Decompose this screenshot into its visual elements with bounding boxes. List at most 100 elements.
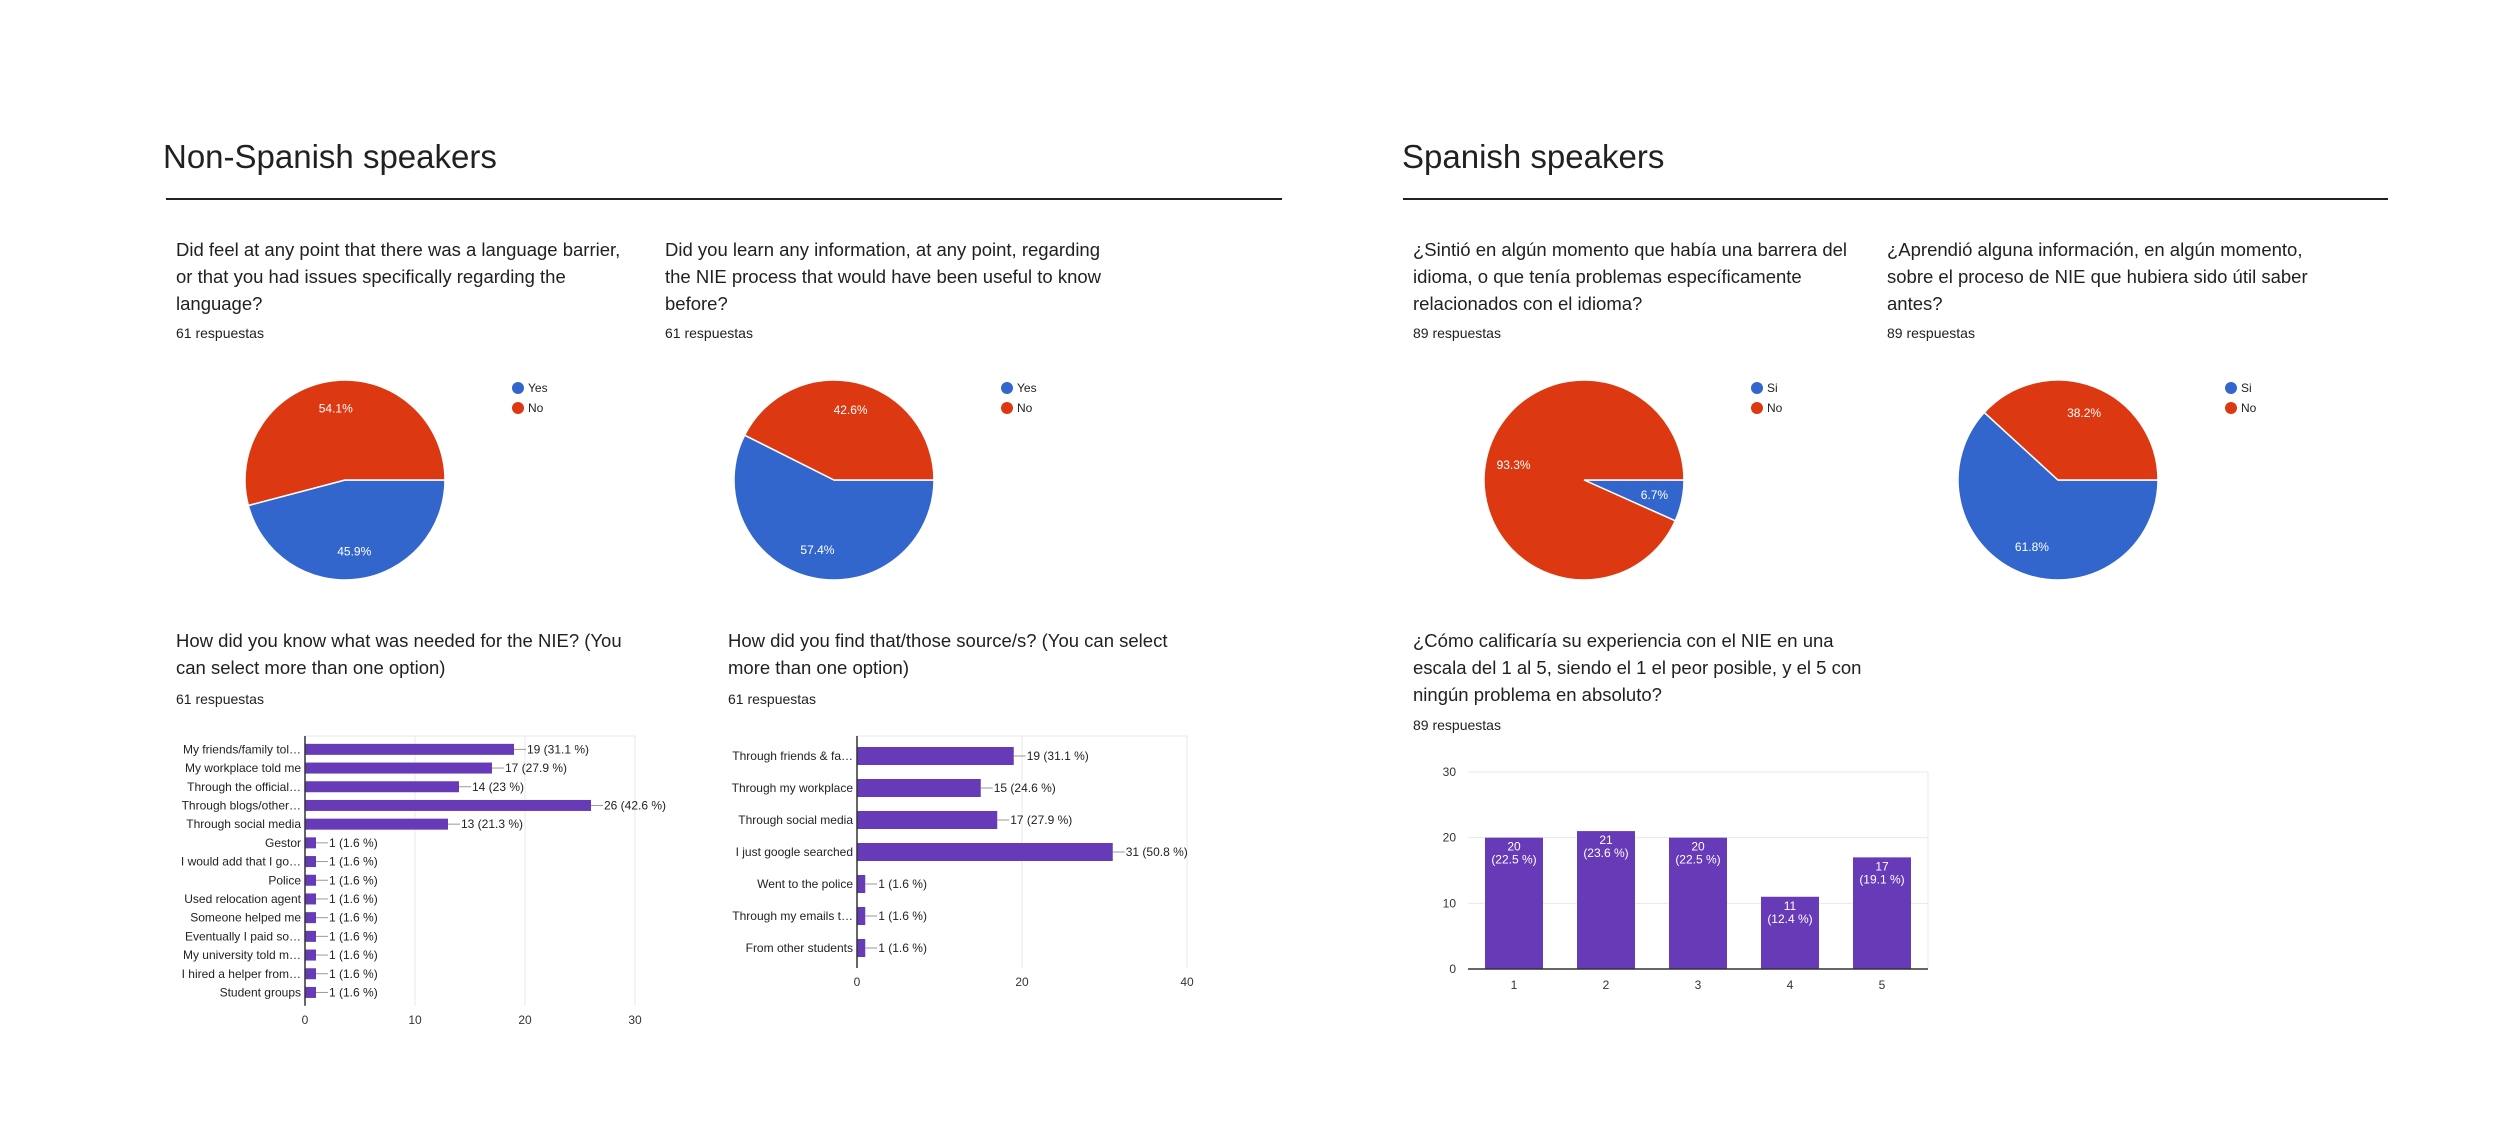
pie-slice-si	[1957, 411, 2159, 581]
response-count-q4: 61 respuestas	[728, 691, 816, 707]
bar-chart-q3: 0 10 20 30 My friends/family tol… 19 (31.1 %)…	[181, 735, 666, 1027]
data-label: 14 (23 %)	[472, 780, 524, 794]
data-label: 1 (1.6 %)	[878, 877, 927, 891]
legend-marker	[2225, 382, 2237, 394]
data-label: 31 (50.8 %)	[1126, 845, 1188, 859]
pie-slice-label: 93.3%	[1497, 458, 1531, 472]
bar	[305, 762, 492, 774]
bar	[857, 875, 866, 893]
data-label: 1 (1.6 %)	[329, 855, 378, 869]
pie-slice-no	[1983, 379, 2159, 481]
data-label: 17 (27.9 %)	[505, 761, 567, 775]
data-label: 1 (1.6 %)	[329, 892, 378, 906]
x-tick-label: 20	[1015, 975, 1029, 989]
category-label: Through social media	[738, 813, 853, 827]
pie-chart-q1: 45.9% 54.1% Yes No	[244, 379, 548, 581]
pie-slice-yes	[733, 434, 935, 581]
legend-marker	[1751, 382, 1763, 394]
bar	[305, 949, 316, 961]
category-label: Through my workplace	[732, 781, 854, 795]
x-tick-label: 0	[854, 975, 861, 989]
category-label: My friends/family tol…	[183, 742, 301, 756]
bar	[305, 818, 448, 830]
bar	[857, 779, 981, 797]
pie-slice-no	[1483, 379, 1685, 581]
data-label: (22.5 %)	[1675, 853, 1720, 867]
legend-label: No	[2241, 401, 2257, 415]
question-q4: How did you find that/those source/s? (Y…	[728, 630, 1168, 678]
category-label: Someone helped me	[190, 911, 301, 925]
bar	[305, 874, 316, 886]
category-label: Used relocation agent	[184, 892, 301, 906]
data-label: (19.1 %)	[1859, 872, 1904, 886]
data-label: 17	[1875, 859, 1889, 873]
data-label: 26 (42.6 %)	[604, 798, 666, 812]
response-count-q2: 61 respuestas	[665, 325, 753, 341]
data-label: 19 (31.1 %)	[1027, 749, 1089, 763]
question-q5: ¿Sintió en algún momento que había una b…	[1413, 239, 1848, 314]
category-label: Police	[268, 873, 301, 887]
bar	[1485, 837, 1543, 969]
y-tick-label: 10	[1443, 896, 1457, 910]
data-label: 20	[1691, 840, 1705, 854]
bar	[305, 743, 514, 755]
bar	[1669, 837, 1727, 969]
bar	[305, 968, 316, 980]
pie-chart-q6: 61.8% 38.2% Si No	[1957, 379, 2257, 581]
y-tick-label: 0	[1449, 962, 1456, 976]
question-q3: How did you know what was needed for the…	[176, 630, 622, 678]
category-label: I would add that I go…	[181, 855, 301, 869]
data-label: 11	[1784, 899, 1797, 913]
x-tick-label: 4	[1787, 978, 1794, 992]
legend-marker	[1001, 382, 1013, 394]
category-label: I hired a helper from…	[182, 967, 301, 981]
legend-label: Si	[2241, 381, 2252, 395]
bar	[305, 986, 316, 998]
bar	[305, 837, 316, 849]
question-q6: ¿Aprendió alguna información, en algún m…	[1887, 239, 2308, 314]
data-label: (23.6 %)	[1583, 846, 1628, 860]
category-label: Through the official…	[187, 780, 301, 794]
data-label: 1 (1.6 %)	[329, 967, 378, 981]
question-q7: ¿Cómo calificaría su experiencia con el …	[1413, 630, 1862, 705]
bar-chart-q4: 0 20 40 Through friends & fa… 19 (31.1 %) Thr…	[732, 735, 1194, 989]
category-label: Student groups	[220, 985, 301, 999]
data-label: 20	[1507, 840, 1521, 854]
y-tick-label: 30	[1443, 765, 1457, 779]
x-tick-label: 10	[408, 1013, 422, 1027]
data-label: 1 (1.6 %)	[329, 873, 378, 887]
legend-label: Yes	[528, 381, 548, 395]
legend-marker	[2225, 402, 2237, 414]
category-label: Eventually I paid so…	[185, 929, 301, 943]
data-label: 17 (27.9 %)	[1010, 813, 1072, 827]
data-label: 15 (24.6 %)	[994, 781, 1056, 795]
pie-slice-label: 38.2%	[2067, 406, 2101, 420]
section-divider-left	[166, 198, 1282, 200]
response-count-q3: 61 respuestas	[176, 691, 264, 707]
x-tick-label: 2	[1603, 978, 1610, 992]
legend-label: No	[1017, 401, 1033, 415]
x-tick-label: 30	[628, 1013, 642, 1027]
legend-marker	[512, 402, 524, 414]
bar	[305, 781, 459, 793]
category-label: My university told m…	[183, 948, 301, 962]
category-label: My workplace told me	[185, 761, 301, 775]
bar	[305, 930, 316, 942]
data-label: 1 (1.6 %)	[329, 985, 378, 999]
category-label: Through social media	[186, 817, 301, 831]
bar	[857, 907, 866, 925]
bar	[1577, 831, 1635, 969]
bar	[857, 811, 998, 829]
x-tick-label: 40	[1180, 975, 1194, 989]
pie-slice-label: 45.9%	[337, 544, 371, 558]
bar	[857, 843, 1113, 861]
pie-slice-no	[743, 379, 935, 481]
pie-slice-label: 42.6%	[834, 403, 868, 417]
pie-slice-label: 54.1%	[319, 402, 353, 416]
x-tick-label: 0	[302, 1013, 309, 1027]
x-tick-label: 1	[1511, 978, 1518, 992]
bar	[1761, 896, 1819, 969]
response-count-q6: 89 respuestas	[1887, 325, 1975, 341]
data-label: 19 (31.1 %)	[527, 742, 589, 756]
